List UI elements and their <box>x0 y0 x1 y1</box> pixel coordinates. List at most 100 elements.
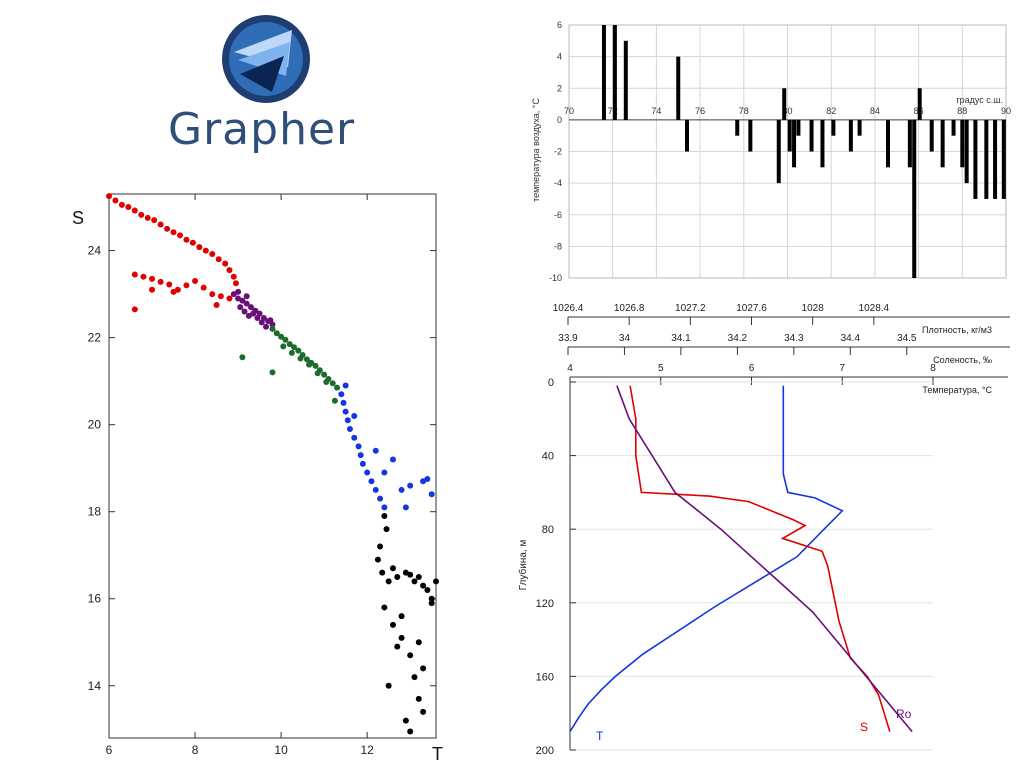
data-point-red <box>125 204 132 211</box>
data-point-black <box>428 600 435 607</box>
data-point-black <box>420 665 427 672</box>
series-line-T <box>569 385 844 733</box>
data-point-green <box>312 362 319 369</box>
bar <box>973 119 978 199</box>
data-point-black <box>374 556 381 563</box>
depth-profile-chart: 1026.4 1026.8 1027.2 1027.6 1028 1028.4 Плотно… <box>517 303 1010 757</box>
top-axis-tick-label: 5 <box>658 363 664 374</box>
data-point-black <box>394 573 401 580</box>
data-point-black <box>379 569 386 576</box>
data-point-blue <box>344 417 351 424</box>
data-point-green <box>291 344 298 351</box>
data-point-red <box>209 291 216 298</box>
data-point-purple <box>243 293 250 300</box>
data-point-purple <box>243 300 250 307</box>
grapher-logo-text: Grapher <box>168 104 356 155</box>
data-point-purple <box>241 308 248 315</box>
data-point-blue <box>342 382 349 389</box>
data-point-red <box>230 273 237 280</box>
data-point-blue <box>381 504 388 511</box>
data-point-blue <box>424 476 431 483</box>
data-point-purple <box>250 310 257 317</box>
data-point-green <box>303 356 310 363</box>
data-point-black <box>415 639 422 646</box>
data-point-red <box>166 281 173 288</box>
data-point-green <box>321 371 328 378</box>
bar <box>951 119 956 136</box>
top-axis-label: Соленость, ‰ <box>933 355 992 365</box>
data-point-green <box>288 349 295 356</box>
data-point-red <box>192 278 199 285</box>
bar <box>907 119 912 168</box>
data-point-blue <box>381 469 388 476</box>
data-point-red <box>118 201 125 208</box>
data-point-blue <box>351 434 358 441</box>
series-label-S: S <box>860 720 868 734</box>
data-point-blue <box>338 391 345 398</box>
y-tick-label: 120 <box>536 598 554 610</box>
x-tick-label: 80 <box>782 106 792 116</box>
data-point-black <box>424 587 431 594</box>
bar <box>820 119 825 168</box>
data-point-green <box>286 341 293 348</box>
top-axis-tick-label: 6 <box>749 363 755 374</box>
y-tick-label: 16 <box>88 592 102 606</box>
data-point-blue <box>364 469 371 476</box>
y-tick-label: 80 <box>542 524 554 536</box>
data-point-red <box>157 278 164 285</box>
top-axis-tick-label: 34.1 <box>671 333 691 344</box>
series-label-T: T <box>596 729 604 743</box>
data-point-red <box>164 225 171 232</box>
data-point-red <box>151 217 158 224</box>
data-point-black <box>420 708 427 715</box>
y-tick-label: -10 <box>549 273 562 283</box>
data-point-green <box>306 361 313 368</box>
y-axis-label: температура воздуха, °С <box>531 98 541 202</box>
data-point-red <box>183 236 190 243</box>
data-point-black <box>411 674 418 681</box>
y-tick-label: 24 <box>88 244 102 258</box>
data-point-black <box>407 728 414 735</box>
plot-frame <box>108 193 437 739</box>
data-point-purple <box>237 304 244 311</box>
data-point-red <box>131 306 138 313</box>
data-point-purple <box>258 319 265 326</box>
y-tick-label: 18 <box>88 505 102 519</box>
top-axis-tick-label: 1027.2 <box>675 303 706 314</box>
y-tick-label: -8 <box>554 241 562 251</box>
bar <box>776 119 781 184</box>
data-point-blue <box>428 491 435 498</box>
bar <box>960 119 965 168</box>
data-point-blue <box>402 504 409 511</box>
x-tick-label: 84 <box>870 106 880 116</box>
bar <box>809 119 814 152</box>
data-point-blue <box>372 486 379 493</box>
data-point-green <box>269 369 276 376</box>
y-axis-label: S <box>72 208 84 228</box>
data-point-red <box>217 293 224 300</box>
data-point-red <box>200 284 207 291</box>
data-point-black <box>383 526 390 533</box>
top-axis-tick-label: 7 <box>839 363 845 374</box>
data-point-green <box>269 325 276 332</box>
series-line-Ro <box>616 385 913 733</box>
data-point-red <box>176 232 183 239</box>
data-point-blue <box>342 408 349 415</box>
data-point-blue <box>355 443 362 450</box>
data-point-blue <box>346 426 353 433</box>
top-axis-tick-label: 33.9 <box>558 333 578 344</box>
data-point-black <box>385 578 392 585</box>
top-axis-tick-label: 8 <box>930 363 936 374</box>
top-axis-tick-label: 34.2 <box>728 333 748 344</box>
data-point-black <box>381 513 388 520</box>
bar <box>787 119 792 152</box>
data-point-green <box>278 333 285 340</box>
data-point-black <box>402 717 409 724</box>
data-point-blue <box>359 460 366 467</box>
data-point-purple <box>267 317 274 324</box>
bar <box>792 119 797 168</box>
x-tick-label: 12 <box>360 743 374 757</box>
data-point-blue <box>357 452 364 459</box>
data-point-red <box>202 247 209 254</box>
bar <box>929 119 934 152</box>
